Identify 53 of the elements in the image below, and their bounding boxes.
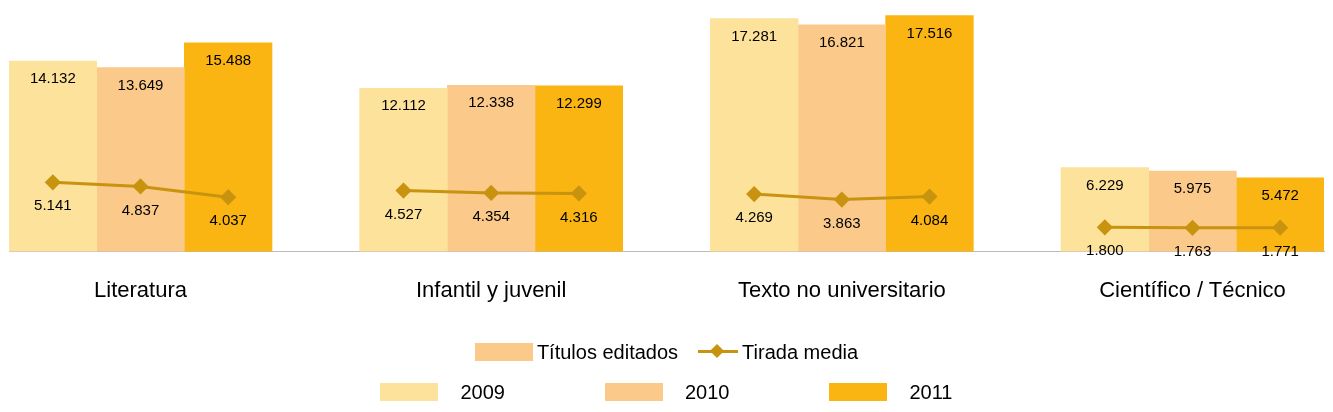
x-tick-label: Científico / Técnico xyxy=(1099,276,1286,302)
legend-label: 2011 xyxy=(909,380,953,404)
legend-label: 2010 xyxy=(684,380,730,404)
data-label: 12.112 xyxy=(381,96,426,114)
point xyxy=(220,189,236,205)
bar xyxy=(447,84,536,252)
bar xyxy=(184,42,273,252)
legend-label: 2009 xyxy=(460,380,505,404)
point xyxy=(746,186,762,202)
bar xyxy=(797,24,886,252)
data-label: 4.084 xyxy=(910,210,949,228)
x-tick-label: Texto no universitario xyxy=(737,276,946,302)
data-label: 4.354 xyxy=(472,207,510,225)
x-tick-label: Infantil y juvenil xyxy=(415,276,567,302)
point xyxy=(922,189,937,205)
bar xyxy=(359,88,448,252)
data-label: 4.037 xyxy=(209,211,247,229)
data-label: 6.229 xyxy=(1086,175,1124,193)
bar xyxy=(9,60,97,252)
data-label: 4.316 xyxy=(560,207,598,225)
point xyxy=(1272,220,1288,236)
point xyxy=(1185,220,1200,236)
legend-label: Tirada media xyxy=(742,340,859,364)
point xyxy=(571,185,587,201)
data-label: 1.763 xyxy=(1173,241,1212,259)
x-tick-label: Literatura xyxy=(94,276,188,302)
legend-title: Títulos editados xyxy=(536,340,679,364)
data-label: 17.516 xyxy=(906,23,953,41)
bar xyxy=(96,67,185,252)
data-label: 1.800 xyxy=(1086,241,1124,259)
data-label: 12.299 xyxy=(555,93,602,111)
bar xyxy=(885,15,974,252)
point xyxy=(133,178,148,194)
point xyxy=(483,185,499,201)
point xyxy=(1097,219,1113,235)
data-label: 16.821 xyxy=(818,33,865,51)
data-label: 4.527 xyxy=(384,204,423,222)
data-label: 5.141 xyxy=(34,196,72,214)
data-label: 14.132 xyxy=(29,69,76,87)
data-label: 4.837 xyxy=(121,200,160,218)
data-label: 4.269 xyxy=(735,208,773,226)
data-label: 15.488 xyxy=(205,51,252,68)
data-label: 5.975 xyxy=(1173,179,1212,197)
data-label: 3.863 xyxy=(823,213,861,231)
point xyxy=(45,174,61,190)
data-label: 13.649 xyxy=(117,75,164,93)
point xyxy=(834,192,850,208)
data-label: 5.472 xyxy=(1261,185,1299,203)
data-label: 17.281 xyxy=(731,26,778,44)
point xyxy=(396,183,411,199)
bar xyxy=(710,18,799,252)
bar xyxy=(534,85,623,252)
data-label: 12.338 xyxy=(468,93,515,111)
